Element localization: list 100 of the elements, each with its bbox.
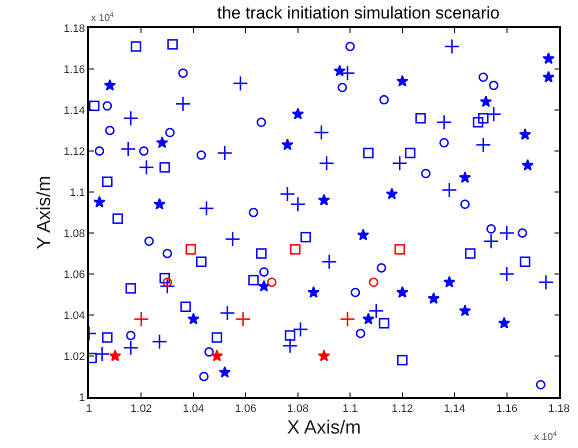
point <box>439 138 449 148</box>
point <box>397 354 408 366</box>
point <box>199 372 209 382</box>
y-tick-label: 1.18 <box>64 22 86 35</box>
point <box>488 80 498 90</box>
point <box>518 128 532 140</box>
point <box>486 224 496 234</box>
point <box>472 117 484 128</box>
x-tick-label: 1.14 <box>444 402 466 415</box>
point <box>204 347 214 357</box>
point <box>281 138 294 150</box>
x-tick-label: 1.04 <box>182 402 204 415</box>
point <box>165 128 175 138</box>
point <box>196 150 206 160</box>
point <box>340 311 356 327</box>
point <box>280 186 296 202</box>
point <box>428 292 440 304</box>
point <box>362 312 374 324</box>
point <box>379 95 389 104</box>
y-tick-label: 1.12 <box>64 146 86 158</box>
point <box>345 42 355 52</box>
point <box>318 350 330 362</box>
point <box>212 332 222 343</box>
point <box>94 346 110 362</box>
y-tick-label: 1.14 <box>64 104 86 117</box>
point <box>290 244 301 255</box>
point <box>368 277 378 287</box>
point <box>443 276 456 288</box>
point <box>248 274 259 286</box>
point <box>386 188 398 200</box>
point <box>499 266 515 282</box>
point <box>89 100 100 112</box>
point <box>258 280 270 292</box>
point <box>162 277 172 287</box>
y-axis-title: Y Axis/m <box>34 176 55 250</box>
point <box>220 305 236 321</box>
point <box>130 41 142 52</box>
point <box>235 311 251 327</box>
point <box>536 380 546 390</box>
point <box>356 328 366 338</box>
point <box>217 145 233 161</box>
point <box>139 146 149 156</box>
point <box>396 286 408 298</box>
point <box>300 232 311 242</box>
point <box>464 248 476 259</box>
point <box>542 52 555 64</box>
point <box>314 124 330 140</box>
point <box>486 106 502 122</box>
x-axis-title: X Axis/m <box>287 417 361 438</box>
point <box>292 108 304 120</box>
point <box>290 196 306 212</box>
point <box>478 72 488 82</box>
point <box>196 256 207 267</box>
point <box>198 200 214 216</box>
point <box>368 303 384 319</box>
point <box>458 304 472 316</box>
point <box>160 278 176 294</box>
point <box>102 101 112 111</box>
point <box>318 156 334 172</box>
point <box>538 274 554 290</box>
point <box>460 200 470 210</box>
point <box>318 194 330 206</box>
point <box>105 126 115 136</box>
point <box>392 156 408 172</box>
point <box>520 256 530 267</box>
point <box>112 213 123 224</box>
point <box>282 338 298 354</box>
point <box>159 162 170 173</box>
point <box>363 148 374 158</box>
y-tick-label: 1 <box>78 392 86 404</box>
point <box>267 277 277 287</box>
point <box>126 330 136 340</box>
point <box>224 231 240 247</box>
x-tick-label: 1.02 <box>130 402 152 415</box>
point <box>167 39 178 50</box>
point <box>102 332 113 343</box>
point <box>404 148 416 158</box>
point <box>522 159 534 171</box>
point <box>232 76 248 92</box>
point <box>396 74 408 87</box>
point <box>180 302 191 312</box>
point <box>175 96 191 112</box>
point <box>123 110 139 126</box>
point <box>378 318 390 328</box>
point <box>120 141 136 157</box>
point <box>442 182 458 198</box>
point <box>159 272 170 284</box>
point <box>518 228 528 238</box>
x-tick-label: 1.1 <box>342 402 358 415</box>
point <box>458 171 472 183</box>
point <box>186 244 196 255</box>
point <box>138 160 154 176</box>
point <box>102 176 113 187</box>
point <box>483 233 499 249</box>
point <box>480 95 492 108</box>
y-tick-label: 1.08 <box>64 228 86 240</box>
point <box>153 198 166 210</box>
point <box>499 225 515 241</box>
point <box>292 322 308 338</box>
point <box>338 82 348 92</box>
